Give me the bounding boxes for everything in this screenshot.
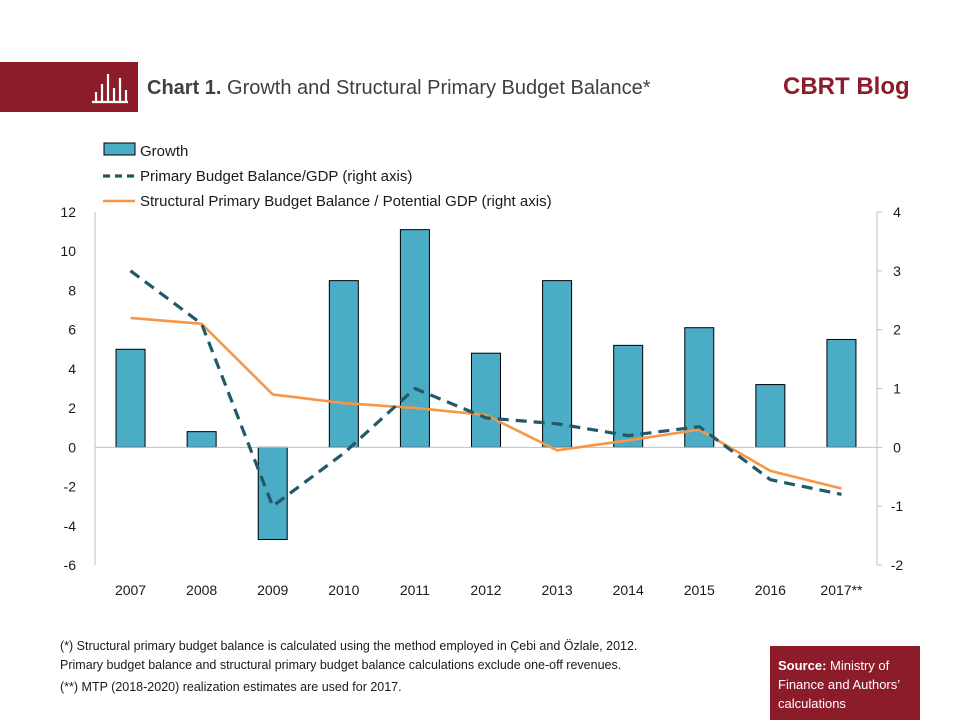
growth-bar <box>613 344 644 448</box>
growth-bar <box>826 338 857 448</box>
growth-bar <box>471 352 501 448</box>
growth-bar <box>257 446 288 541</box>
x-tick-label: 2010 <box>328 582 359 598</box>
growth-bar <box>328 280 359 448</box>
footnote-1-line-2: Primary budget balance and structural pr… <box>60 658 622 672</box>
bar-chart-icon <box>92 74 128 104</box>
legend-swatch-growth <box>103 142 136 156</box>
legend-label-primary-balance: Primary Budget Balance/GDP (right axis) <box>140 168 412 185</box>
y2-tick-label: -2 <box>891 557 904 573</box>
y-tick-label: -4 <box>64 518 77 534</box>
legend-label-structural-balance: Structural Primary Budget Balance / Pote… <box>140 193 552 210</box>
y-tick-label: 4 <box>68 361 76 377</box>
x-tick-label: 2008 <box>186 582 217 598</box>
x-tick-label: 2014 <box>613 582 644 598</box>
growth-bar <box>115 348 146 448</box>
source-box: Source: Ministry of Finance and Authors’… <box>770 646 920 720</box>
footnote-1-line-1: (*) Structural primary budget balance is… <box>60 639 638 653</box>
x-tick-label: 2011 <box>400 582 430 598</box>
x-tick-label: 2016 <box>755 582 786 598</box>
y2-tick-label: 2 <box>893 322 901 338</box>
growth-bar <box>755 384 786 448</box>
structural-primary-balance-line <box>130 316 842 490</box>
y2-tick-label: 0 <box>893 439 901 455</box>
y-tick-label: 12 <box>60 204 76 220</box>
footnote-2: (**) MTP (2018-2020) realization estimat… <box>60 680 402 694</box>
y-tick-label: 8 <box>68 282 76 298</box>
header-band <box>0 62 138 112</box>
growth-bar <box>542 280 573 448</box>
chart-title: Chart 1. Growth and Structural Primary B… <box>147 77 651 99</box>
y-tick-label: 2 <box>68 400 76 416</box>
x-tick-label: 2017** <box>820 582 863 598</box>
y-tick-label: 0 <box>68 439 76 455</box>
growth-bar <box>399 229 430 448</box>
x-tick-label: 2009 <box>257 582 288 598</box>
y2-tick-label: -1 <box>891 498 904 514</box>
primary-balance-line <box>129 269 842 508</box>
y-tick-label: -2 <box>64 479 77 495</box>
growth-bar <box>186 431 217 448</box>
brand-logo-text: CBRT Blog <box>783 73 910 100</box>
y-tick-label: 6 <box>68 322 76 338</box>
x-tick-label: 2015 <box>684 582 715 598</box>
legend-label-growth: Growth <box>140 143 188 160</box>
y2-tick-label: 1 <box>893 381 901 397</box>
x-tick-label: 2012 <box>470 582 501 598</box>
y2-tick-label: 4 <box>893 204 901 220</box>
x-tick-label: 2007 <box>115 582 146 598</box>
x-tick-label: 2013 <box>542 582 573 598</box>
y-tick-label: 10 <box>60 243 76 259</box>
y2-tick-label: 3 <box>893 263 901 279</box>
y-tick-label: -6 <box>64 557 77 573</box>
